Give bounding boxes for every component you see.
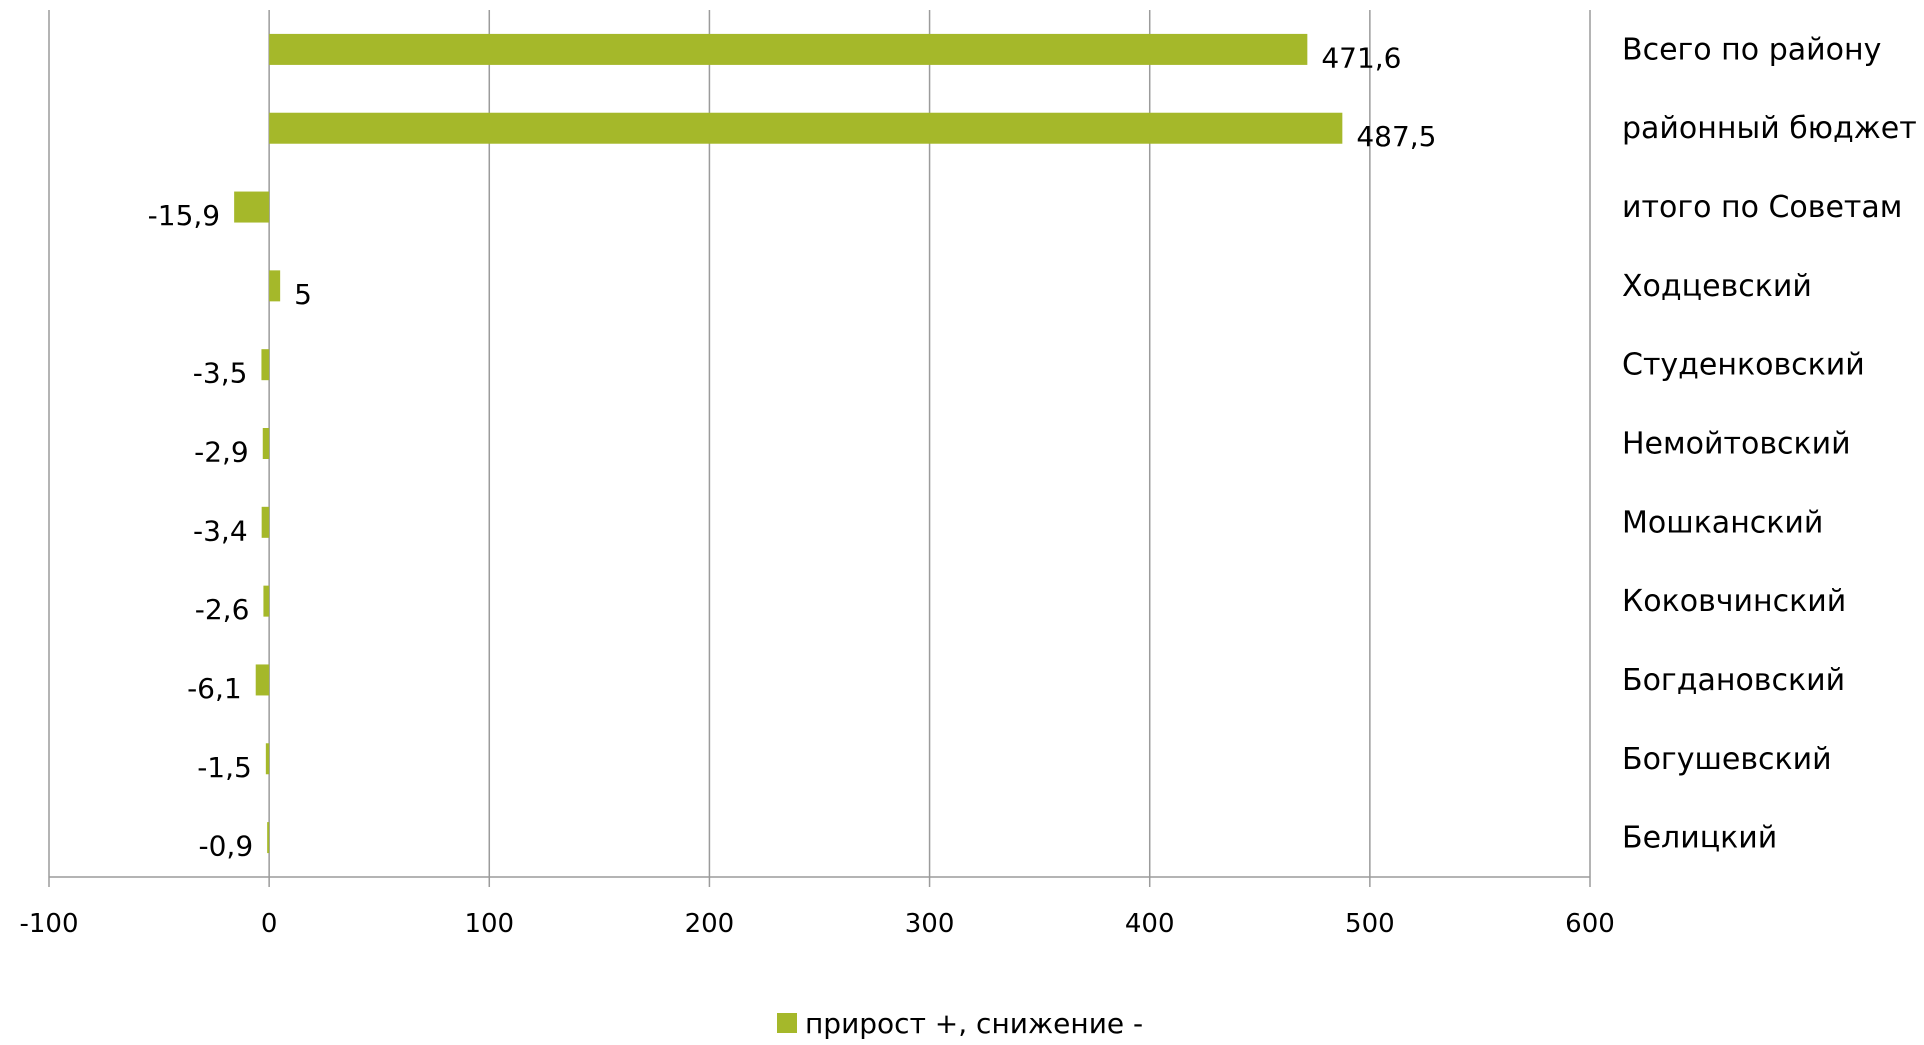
x-tick-label: 600 [1565, 909, 1615, 939]
bar [262, 428, 270, 459]
data-label: 5 [294, 278, 312, 311]
data-label: -0,9 [199, 830, 254, 863]
x-tick-label: 500 [1345, 909, 1395, 939]
data-label: 487,5 [1356, 120, 1436, 153]
bar [267, 822, 270, 854]
bar [269, 112, 1343, 144]
category-label: Мошканский [1622, 505, 1823, 540]
bar [263, 585, 270, 617]
x-tick-label: 0 [261, 909, 278, 939]
bar [255, 664, 270, 696]
category-label: Коковчинский [1622, 584, 1846, 619]
data-label: -2,6 [195, 593, 250, 626]
bar [265, 743, 270, 775]
x-tick-label: 400 [1125, 909, 1175, 939]
bar [234, 191, 270, 223]
category-label: Немойтовский [1622, 427, 1851, 462]
category-label: Всего по району [1622, 32, 1881, 67]
legend-swatch [777, 1013, 797, 1033]
category-label: Богушевский [1622, 742, 1832, 777]
category-label: Богдановский [1622, 663, 1845, 698]
category-label: итого по Советам [1622, 190, 1902, 225]
data-label: -3,5 [193, 357, 248, 390]
x-tick-label: 200 [685, 909, 735, 939]
data-label: -2,9 [194, 436, 249, 469]
gridlines [48, 10, 1591, 877]
x-tick-label: 300 [905, 909, 955, 939]
data-label: 471,6 [1321, 41, 1401, 74]
legend-label: прирост +, снижение - [805, 1007, 1143, 1040]
data-labels: 471,6 487,5 -15,9 5 -3,5 -2,9 -3,4 -2,6 -6,1 -1,5… [148, 41, 1437, 862]
category-label: Ходцевский [1622, 269, 1812, 304]
bar [261, 349, 270, 381]
x-tick-label: 100 [464, 909, 514, 939]
category-label: Студенковский [1622, 348, 1865, 383]
category-labels: Всего по району районный бюджет итого по С… [1622, 32, 1917, 855]
data-label: -6,1 [187, 672, 242, 705]
data-label: -3,4 [193, 514, 248, 547]
category-label: районный бюджет [1622, 111, 1917, 146]
bars [234, 33, 1343, 854]
legend: прирост +, снижение - [777, 1007, 1143, 1040]
x-tick-label: -100 [19, 909, 78, 939]
data-label: -15,9 [148, 199, 220, 232]
bar [269, 33, 1308, 65]
data-label: -1,5 [197, 751, 252, 784]
category-label: Белицкий [1622, 821, 1777, 856]
x-axis: -100 0 100 200 300 400 500 600 [19, 876, 1615, 939]
bar [269, 270, 281, 302]
bar [261, 506, 270, 538]
